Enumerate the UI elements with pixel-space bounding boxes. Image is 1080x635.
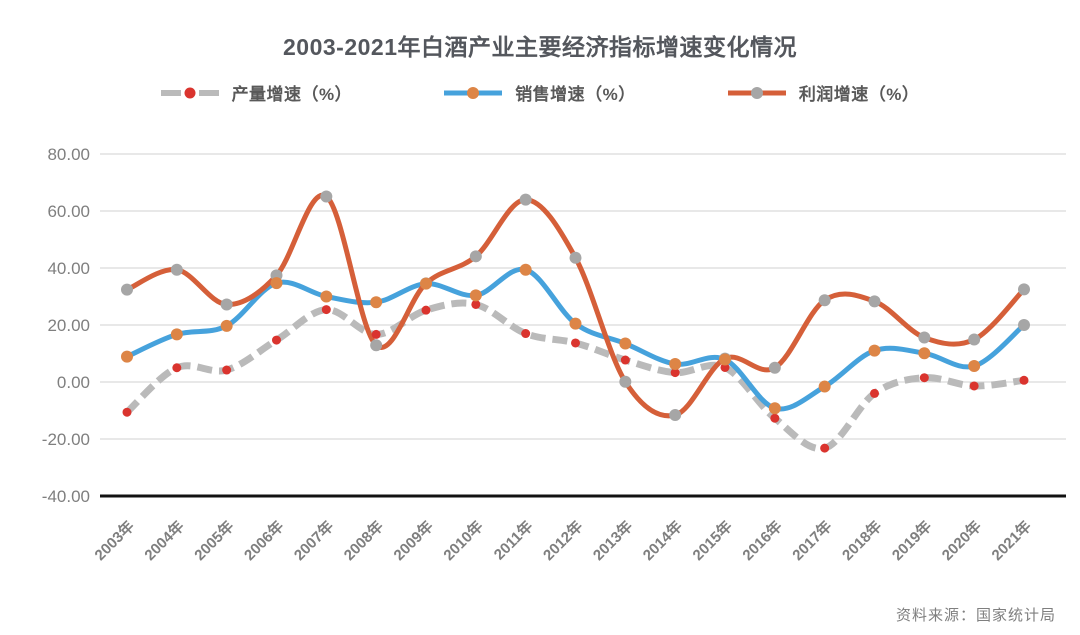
profit-marker xyxy=(519,193,532,206)
sales-marker xyxy=(669,358,682,371)
profit-marker xyxy=(818,294,831,307)
production-marker xyxy=(770,413,780,423)
x-axis-tick-label: 2018年 xyxy=(838,517,885,564)
production-marker xyxy=(969,381,979,391)
production-marker xyxy=(919,373,929,383)
production-marker xyxy=(620,355,630,365)
chart-legend: 产量增速（%） 销售增速（%） 利润增速（%） xyxy=(0,80,1080,105)
sales-marker xyxy=(768,402,781,415)
profit-marker xyxy=(968,333,981,346)
production-marker xyxy=(870,388,879,398)
y-axis-tick-label: 20.00 xyxy=(47,316,90,335)
profit-marker xyxy=(121,283,133,296)
profit-line-swatch-icon xyxy=(727,86,786,99)
sales-marker xyxy=(469,289,482,302)
production-marker xyxy=(571,338,580,348)
x-axis-tick-label: 2016年 xyxy=(739,517,786,564)
y-axis-tick-label: 40.00 xyxy=(47,259,90,278)
profit-marker xyxy=(170,263,183,276)
x-axis-tick-label: 2021年 xyxy=(988,517,1035,564)
sales-marker xyxy=(868,344,881,357)
x-axis-tick-label: 2007年 xyxy=(290,517,337,564)
profit-marker xyxy=(320,190,333,203)
x-axis-tick-label: 2013年 xyxy=(589,517,636,564)
profit-marker xyxy=(768,361,781,374)
y-axis-tick-label: 80.00 xyxy=(47,145,90,164)
production-marker xyxy=(670,368,680,378)
sales-marker xyxy=(968,360,981,373)
x-axis-tick-label: 2009年 xyxy=(390,517,437,564)
data-source-note: 资料来源：国家统计局 xyxy=(895,607,1056,624)
profit-line xyxy=(125,192,1026,419)
production-marker xyxy=(272,335,281,345)
x-axis-tick-label: 2011年 xyxy=(490,517,536,563)
legend-label-production: 产量增速（%） xyxy=(231,85,353,104)
production-marker xyxy=(1019,375,1029,385)
sales-marker xyxy=(519,263,532,276)
x-axis-tick-label: 2019年 xyxy=(888,517,935,564)
sales-marker xyxy=(320,290,333,303)
sales-marker xyxy=(569,317,582,330)
sales-marker xyxy=(121,350,133,363)
y-axis-tick-label: 0.00 xyxy=(57,373,90,392)
profit-marker xyxy=(569,251,582,264)
x-axis-tick-label: 2010年 xyxy=(440,517,487,564)
profit-marker xyxy=(619,375,632,388)
production-marker xyxy=(222,365,232,375)
profit-marker xyxy=(469,250,482,263)
legend-item-sales: 销售增速（%） xyxy=(444,80,636,105)
legend-label-sales: 销售增速（%） xyxy=(515,85,636,104)
y-axis-tick-label: 60.00 xyxy=(47,202,90,221)
x-axis-tick-label: 2008年 xyxy=(340,517,387,564)
legend-item-profit: 利润增速（%） xyxy=(727,80,920,105)
profit-marker xyxy=(220,298,233,311)
x-axis-tick-label: 2017年 xyxy=(789,517,836,564)
sales-marker xyxy=(818,380,831,393)
legend-label-profit: 利润增速（%） xyxy=(798,85,920,104)
sales-marker xyxy=(370,296,383,309)
production-marker xyxy=(122,407,132,417)
sales-marker xyxy=(619,337,632,350)
production-marker xyxy=(321,305,331,315)
sales-marker xyxy=(220,319,233,332)
sales-marker xyxy=(270,277,283,290)
x-axis-tick-label: 2012年 xyxy=(539,517,586,564)
profit-marker xyxy=(669,409,682,422)
production-marker xyxy=(820,443,830,453)
y-axis-tick-label: -40.00 xyxy=(42,487,90,506)
sales-marker xyxy=(719,353,731,366)
production-marker xyxy=(471,299,481,309)
x-axis-tick-label: 2020年 xyxy=(938,517,985,564)
profit-marker xyxy=(918,331,931,344)
chart-title: 2003-2021年白酒产业主要经济指标增速变化情况 xyxy=(283,34,797,60)
production-marker xyxy=(172,363,182,373)
profit-marker xyxy=(1018,283,1030,296)
production-line-swatch-icon xyxy=(160,87,219,98)
sales-line-swatch-icon xyxy=(444,86,503,99)
production-marker xyxy=(421,305,431,315)
production-marker xyxy=(720,362,730,372)
x-axis-tick-label: 2005年 xyxy=(191,517,238,564)
profit-marker xyxy=(868,295,881,308)
sales-marker xyxy=(420,277,432,290)
x-axis-tick-label: 2006年 xyxy=(240,517,287,564)
sales-marker xyxy=(1018,319,1030,331)
x-axis-tick-label: 2004年 xyxy=(141,517,188,564)
y-axis-tick-label: -20.00 xyxy=(42,430,90,449)
x-axis-tick-label: 2015年 xyxy=(689,517,736,564)
sales-marker xyxy=(170,328,183,341)
legend-item-production: 产量增速（%） xyxy=(160,80,353,105)
x-axis-tick-label: 2003年 xyxy=(91,517,138,564)
production-marker xyxy=(371,329,381,339)
profit-marker xyxy=(370,339,383,352)
x-axis-tick-label: 2014年 xyxy=(639,517,686,564)
production-marker xyxy=(521,329,531,339)
sales-marker xyxy=(918,347,931,360)
